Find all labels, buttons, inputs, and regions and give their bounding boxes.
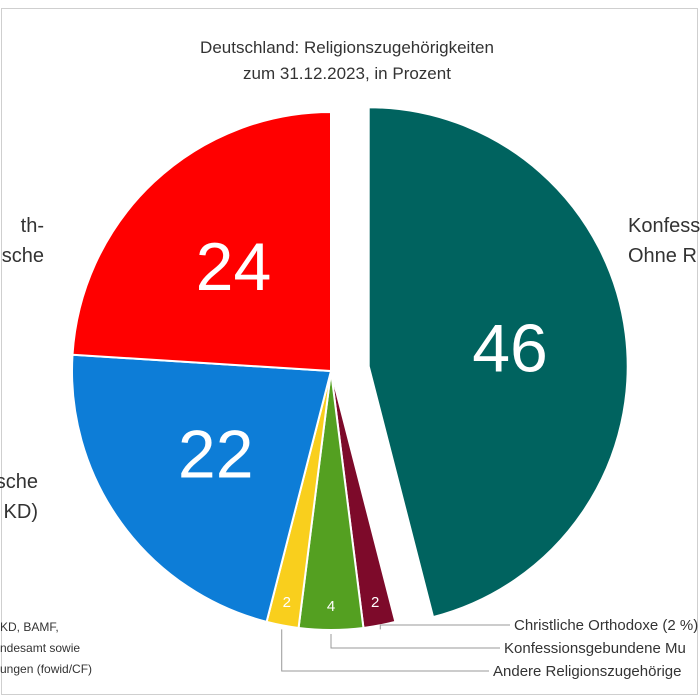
slice-label-evangelisch-line1: th- [21, 215, 44, 237]
source-note-line2: ndesamt sowie [0, 641, 80, 655]
value-label-evangelische-kirche-ekd: 24 [196, 229, 272, 305]
slice-label-katholisch-line2: KD) [4, 501, 38, 523]
value-label-konfessionsfreie-ohne-religionszugehörigkeit: 46 [472, 310, 548, 386]
slice-label-evangelisch-line2: sche [2, 245, 44, 267]
source-note-line1: KD, BAMF, [0, 620, 59, 634]
slice-label-katholisch-line1: sche [0, 471, 38, 493]
value-label-christliche-orthodoxe: 2 [371, 594, 379, 611]
chart-frame [1, 8, 698, 695]
value-label-katholische-kirche-dbk: 22 [178, 417, 254, 493]
leader-line-konfessionsgebundene-muslime [330, 634, 500, 649]
slice-label-konfessionsfrei-line2: Ohne R [628, 245, 697, 267]
leader-line-christliche-orthodoxe [379, 624, 510, 630]
pie-slice-katholische-kirche-dbk [71, 353, 333, 624]
leader-line-andere-religionszugehörige [281, 629, 489, 672]
value-label-andere-religionszugehörige: 2 [283, 594, 291, 611]
slice-label-orthodox: Christliche Orthodoxe (2 %) [514, 617, 698, 634]
chart-subtitle: zum 31.12.2023, in Prozent [243, 64, 451, 83]
slice-label-muslime: Konfessionsgebundene Mu [504, 640, 686, 657]
slice-label-konfessionsfrei-line1: Konfess [628, 215, 700, 237]
pie-slice-konfessionsfreie-ohne-religionszugehörigkeit [367, 106, 629, 619]
slice-label-andere: Andere Religionszugehörige [493, 663, 681, 680]
value-label-konfessionsgebundene-muslime: 4 [327, 598, 335, 615]
source-note-line3: ungen (fowid/CF) [0, 662, 92, 676]
chart-title: Deutschland: Religionszugehörigkeiten [200, 38, 494, 57]
pie-slice-evangelische-kirche-ekd [71, 110, 332, 373]
